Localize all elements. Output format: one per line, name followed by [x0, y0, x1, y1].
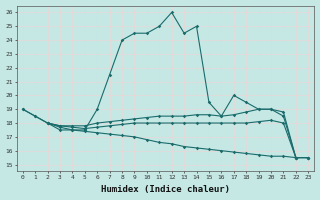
X-axis label: Humidex (Indice chaleur): Humidex (Indice chaleur) — [101, 185, 230, 194]
